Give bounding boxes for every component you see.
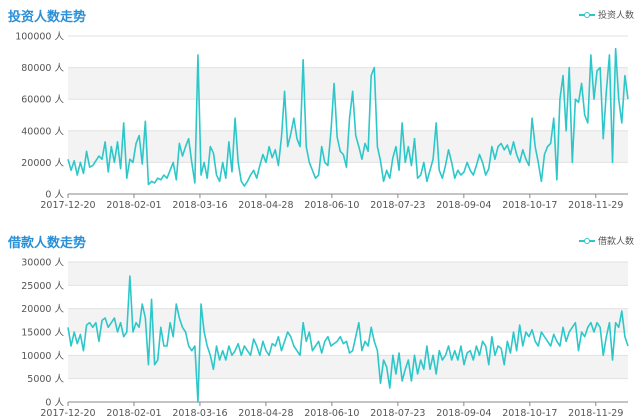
series-line	[67, 275, 629, 403]
y-tick-label: 60000 人	[21, 95, 64, 106]
chart-title: 借款人数走势	[8, 236, 87, 251]
x-tick-label: 2017-12-20	[40, 200, 95, 208]
x-tick-label: 2018-04-28	[238, 200, 293, 208]
x-tick-label: 2018-07-23	[370, 200, 425, 208]
legend-line-icon	[578, 237, 595, 245]
x-tick-label: 2018-02-01	[106, 408, 161, 416]
x-tick-label: 2018-10-17	[502, 200, 557, 208]
x-tick-label: 2018-04-28	[238, 408, 293, 416]
y-tick-label: 5000 人	[27, 374, 64, 385]
grid-band	[68, 355, 628, 379]
y-tick-label: 40000 人	[21, 126, 64, 137]
x-tick-label: 2018-06-10	[304, 408, 359, 416]
x-tick-label: 2018-02-01	[106, 200, 161, 208]
grid-band	[68, 67, 628, 100]
grid-band	[68, 308, 628, 332]
x-tick-label: 2018-10-17	[502, 408, 557, 416]
y-tick-label: 80000 人	[21, 63, 64, 74]
y-tick-label: 0 人	[45, 398, 64, 409]
borrower-chart-panel: 借款人数走势 借款人数 0 人 5000 人 10000 人 15000 人 20000…	[0, 226, 640, 416]
legend-label: 借款人数	[597, 237, 634, 247]
borrower-chart-svg: 0 人 5000 人 10000 人 15000 人 20000 人 25000 人 300…	[21, 258, 629, 416]
series-line	[67, 47, 629, 187]
investor-chart-panel: 投资人数走势 投资人数 0 人 20000 人 40000 人 60000 人 8000…	[8, 8, 634, 208]
y-tick-label: 20000 人	[21, 304, 64, 315]
y-tick-label: 0 人	[45, 190, 64, 201]
y-tick-label: 15000 人	[21, 328, 64, 339]
x-tick-label: 2018-11-29	[568, 408, 623, 416]
y-tick-label: 10000 人	[21, 351, 64, 362]
x-tick-label: 2018-09-04	[436, 408, 491, 416]
chart-title: 投资人数走势	[8, 10, 87, 25]
investor-chart-svg: 0 人 20000 人 40000 人 60000 人 80000 人 100000 人 2…	[15, 32, 629, 208]
x-tick-label: 2018-07-23	[370, 408, 425, 416]
x-tick-label: 2018-11-29	[568, 200, 623, 208]
x-tick-label: 2018-03-16	[172, 200, 227, 208]
x-tick-label: 2017-12-20	[40, 408, 95, 416]
legend-line-icon	[578, 11, 595, 19]
chart-legend[interactable]: 投资人数	[578, 8, 634, 21]
y-tick-label: 30000 人	[21, 258, 64, 269]
legend-label: 投资人数	[597, 11, 634, 21]
grid-band	[68, 262, 628, 286]
x-tick-label: 2018-03-16	[172, 408, 227, 416]
y-tick-label: 20000 人	[21, 158, 64, 169]
x-tick-label: 2018-06-10	[304, 200, 359, 208]
y-tick-label: 100000 人	[15, 32, 64, 43]
chart-legend[interactable]: 借款人数	[578, 234, 634, 247]
x-tick-label: 2018-09-04	[436, 200, 491, 208]
y-tick-label: 25000 人	[21, 281, 64, 292]
